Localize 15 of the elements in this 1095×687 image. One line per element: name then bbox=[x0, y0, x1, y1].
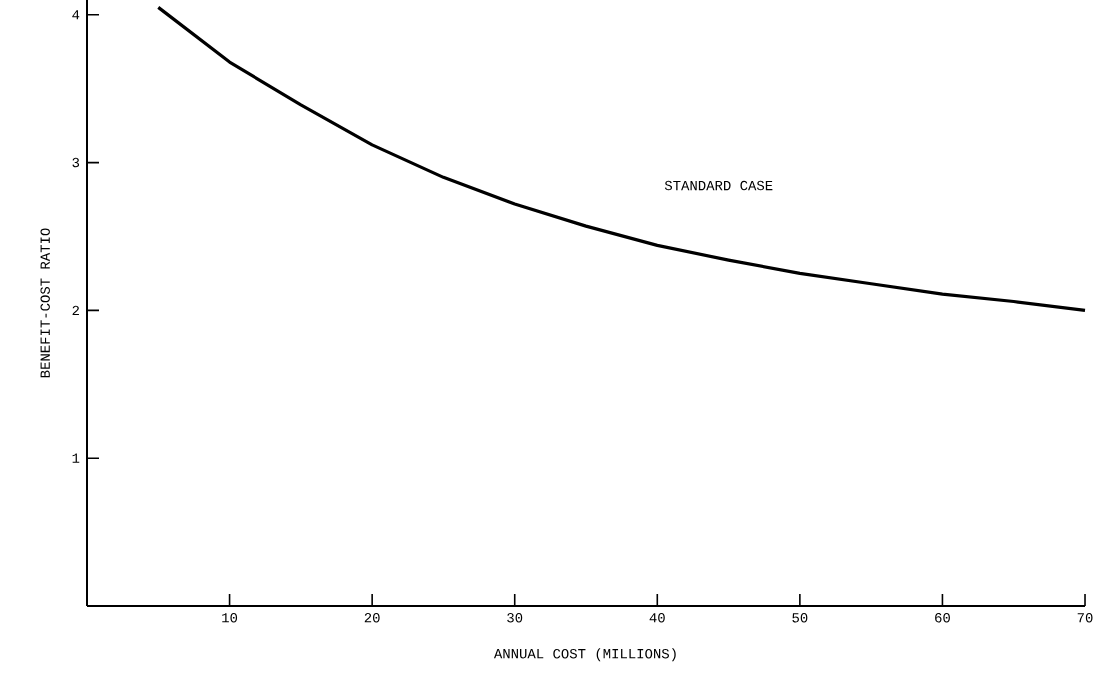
x-tick-label: 40 bbox=[649, 613, 665, 623]
x-tick-label: 30 bbox=[507, 613, 523, 623]
y-tick-label: 4 bbox=[72, 10, 80, 20]
x-axis-title: ANNUAL COST (MILLIONS) bbox=[493, 648, 676, 662]
y-tick-label: 3 bbox=[72, 157, 80, 168]
x-tick-label: 20 bbox=[364, 613, 380, 623]
text: STANDARD CASE bbox=[664, 180, 773, 191]
y-axis-title: BENEFIT-COST RATIO bbox=[40, 228, 50, 378]
x-tick-label: 70 bbox=[1077, 613, 1093, 623]
y-tick-label: 1 bbox=[72, 453, 80, 463]
x-tick-label: 60 bbox=[935, 613, 950, 623]
y-tick-label: 2 bbox=[72, 305, 79, 316]
line-series bbox=[156, 5, 1087, 312]
x-tick-label: 50 bbox=[792, 613, 808, 623]
x-tick-label: 10 bbox=[222, 613, 238, 623]
